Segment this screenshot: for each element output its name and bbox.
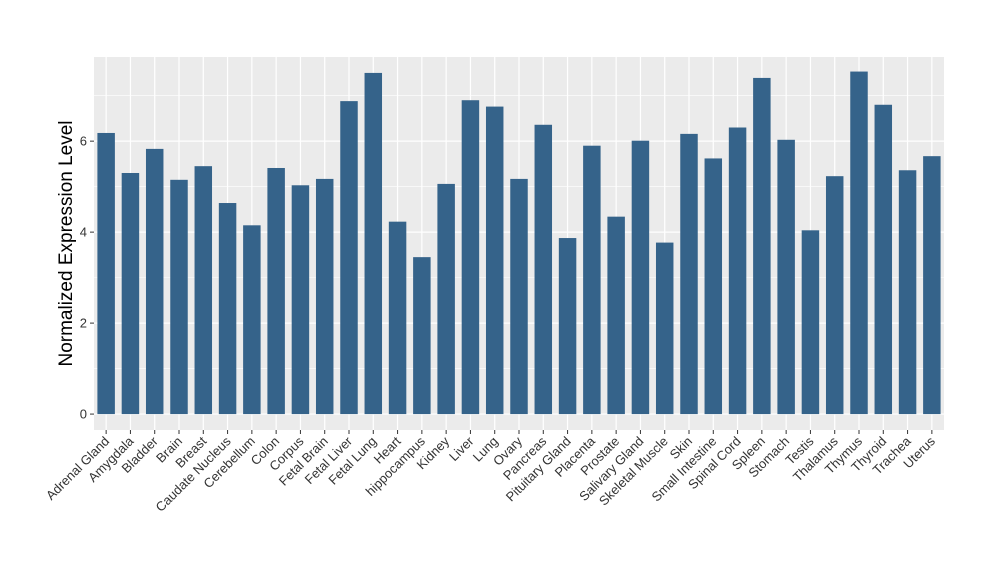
bar — [510, 178, 528, 415]
y-tick-label: 6 — [80, 134, 87, 149]
bar — [534, 124, 553, 415]
bar — [850, 71, 868, 415]
bar — [777, 139, 795, 415]
bar — [898, 170, 917, 415]
bar — [194, 166, 213, 415]
bar — [655, 242, 674, 415]
bar — [485, 106, 504, 415]
bar — [801, 230, 820, 415]
bar — [243, 225, 261, 415]
bar — [291, 185, 310, 415]
bar — [680, 133, 698, 415]
bar — [704, 158, 723, 415]
y-axis: 0 2 4 6 — [80, 134, 94, 422]
y-tick-label: 2 — [80, 316, 87, 331]
bar — [315, 178, 334, 415]
bar — [388, 221, 407, 415]
bar — [923, 156, 941, 415]
bar — [267, 167, 285, 415]
y-axis-title: Normalized Expression Level — [56, 120, 77, 366]
bar — [558, 238, 577, 415]
bar — [753, 77, 771, 415]
y-tick-label: 0 — [80, 407, 87, 422]
bar — [170, 179, 188, 415]
bar — [874, 104, 893, 415]
bar — [121, 172, 140, 415]
bars — [97, 71, 941, 415]
bar — [461, 100, 480, 415]
y-tick-label: 4 — [80, 225, 87, 240]
bar — [145, 148, 164, 415]
bar — [218, 203, 237, 415]
bar — [583, 145, 601, 415]
bar — [607, 216, 625, 415]
x-axis: Adrenal GlandAmygdalaBladderBrainBreastC… — [43, 430, 938, 515]
bar — [413, 257, 431, 415]
x-tick-label: Liver — [446, 433, 477, 464]
bar — [728, 127, 747, 415]
bar — [364, 72, 383, 415]
bar — [825, 176, 844, 415]
bar — [437, 183, 455, 415]
bar — [340, 101, 358, 415]
bar — [631, 140, 650, 415]
bar — [97, 132, 115, 415]
